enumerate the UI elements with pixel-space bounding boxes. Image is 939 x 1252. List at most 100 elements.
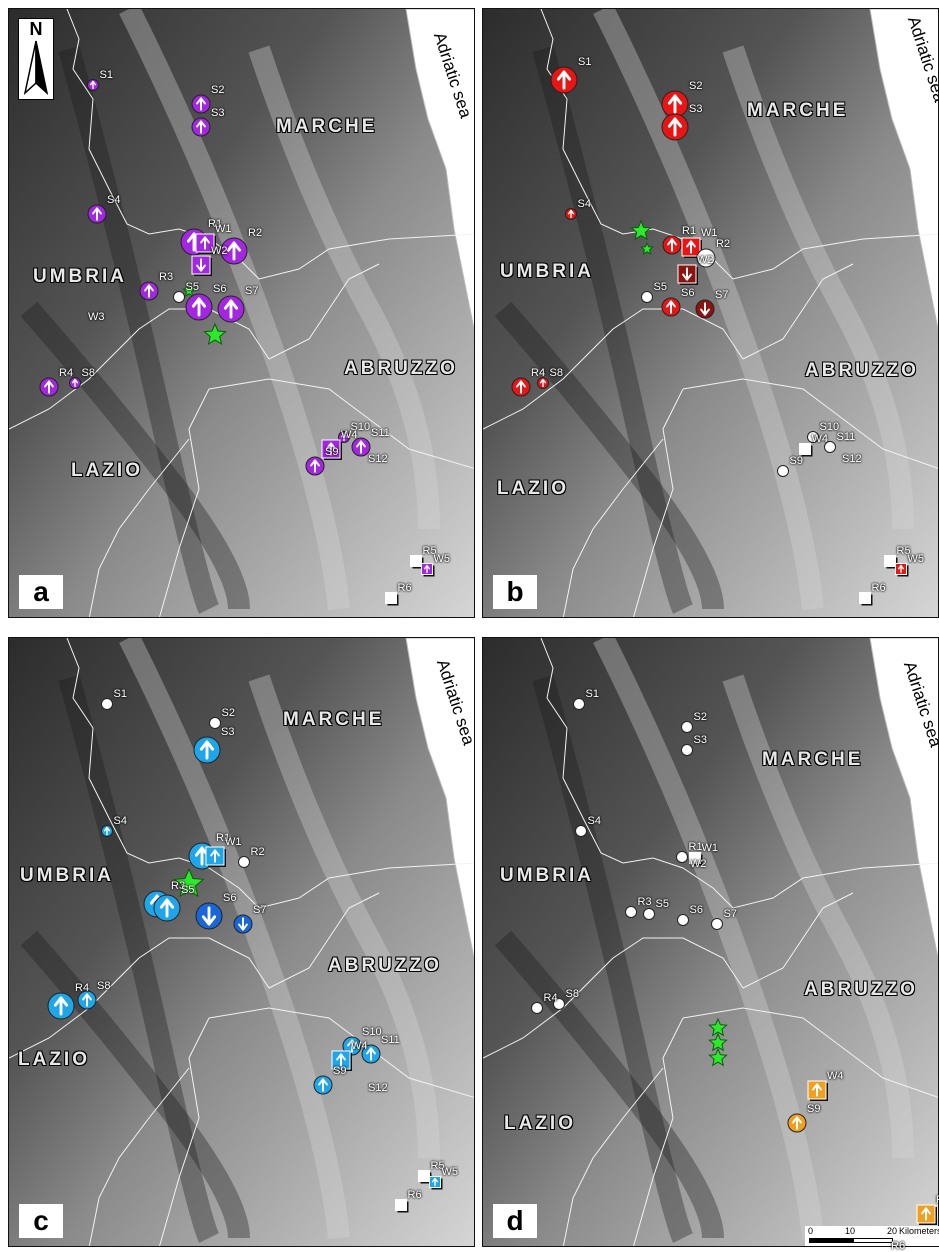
region-label-lazio: LAZIO xyxy=(18,1049,90,1070)
scale-unit: Kilometers xyxy=(899,1226,939,1236)
station-label-w1: W1 xyxy=(215,223,232,235)
station-s8-marker xyxy=(69,377,81,389)
station-w5-marker xyxy=(429,1176,443,1190)
station-label-r3: R3 xyxy=(637,895,652,908)
station-label-r1: R1 xyxy=(216,832,231,844)
panel-label-c: c xyxy=(19,1204,63,1238)
station-w2-marker xyxy=(191,255,212,276)
station-label-r1: R1 xyxy=(208,218,223,230)
station-w1-marker xyxy=(689,852,703,866)
north-label: N xyxy=(29,19,43,39)
region-label-umbria: UMBRIA xyxy=(20,865,114,886)
station-s10-marker xyxy=(807,431,819,443)
station-label-s2: S2 xyxy=(221,706,235,719)
station-label-w2: W2 xyxy=(690,857,707,870)
station-r5-marker xyxy=(410,555,424,569)
station-label-w1: W1 xyxy=(225,836,242,848)
region-label-umbria: UMBRIA xyxy=(500,865,594,886)
station-w4-marker xyxy=(331,1050,352,1071)
station-label-r6: R6 xyxy=(891,1240,906,1252)
station-s11-marker xyxy=(361,1044,381,1064)
station-label-s8: S8 xyxy=(549,366,563,379)
station-r2-marker xyxy=(696,248,716,268)
station-w2-marker xyxy=(677,264,698,285)
epicenter-star-icon xyxy=(640,241,654,255)
station-label-s7: S7 xyxy=(253,904,267,916)
station-label-s10: S10 xyxy=(819,420,840,433)
station-label-r3: R3 xyxy=(159,271,174,283)
station-s4-marker xyxy=(101,825,113,837)
station-s5-marker xyxy=(153,894,181,922)
station-label-s1: S1 xyxy=(578,56,592,68)
station-r1-marker xyxy=(662,235,682,255)
station-r6-marker xyxy=(859,592,873,606)
epicenter-star-icon xyxy=(708,1017,728,1037)
epicenter-star-icon xyxy=(203,322,227,345)
map-panel-b: b xyxy=(482,8,939,618)
station-s6-marker xyxy=(195,902,223,930)
station-r1-marker xyxy=(676,851,688,863)
region-label-marche: MARCHE xyxy=(747,100,849,121)
epicenter-star-icon xyxy=(708,1047,728,1067)
epicenter-star-icon xyxy=(182,283,196,297)
station-label-w2: W2 xyxy=(697,254,714,266)
station-s2-marker xyxy=(209,717,221,729)
station-r5-marker xyxy=(916,1204,937,1225)
station-w4-marker xyxy=(321,439,342,460)
station-label-s2: S2 xyxy=(693,710,707,723)
region-label-lazio: LAZIO xyxy=(497,478,569,499)
scale-bar: 0 10 20 Kilometers xyxy=(805,1226,939,1246)
markers-c xyxy=(47,698,443,1213)
station-label-s10: S10 xyxy=(350,420,371,433)
scale-20: 20 xyxy=(887,1226,898,1236)
region-label-marche: MARCHE xyxy=(276,116,378,137)
station-label-r5: R5 xyxy=(936,1194,939,1206)
station-r2-marker xyxy=(220,237,248,265)
terrain-a xyxy=(9,9,474,617)
station-label-s4: S4 xyxy=(577,197,591,210)
station-w1-marker xyxy=(205,846,226,867)
station-s9-marker xyxy=(777,465,789,477)
station-label-s3: S3 xyxy=(221,726,235,738)
north-arrow-icon: N xyxy=(18,18,54,100)
station-label-w4: W4 xyxy=(351,1040,368,1052)
station-label-w1: W1 xyxy=(701,227,718,239)
station-label-s10: S10 xyxy=(362,1026,382,1038)
station-label-r4: R4 xyxy=(75,982,90,994)
terrain-d xyxy=(483,638,938,1246)
station-label-w1: W1 xyxy=(701,841,719,854)
scale-10: 10 xyxy=(845,1226,856,1236)
station-label-s12: S12 xyxy=(368,452,388,465)
station-w5-marker xyxy=(421,563,435,577)
station-r3-marker xyxy=(625,906,637,918)
station-s3-marker xyxy=(681,744,693,756)
station-s11-marker xyxy=(351,437,371,457)
station-label-w5: W5 xyxy=(907,552,925,565)
panel-label-a: a xyxy=(19,575,63,609)
region-label-lazio: LAZIO xyxy=(71,460,143,481)
region-label-lazio: LAZIO xyxy=(504,1113,576,1134)
station-label-r2: R2 xyxy=(716,238,731,250)
station-s3-marker xyxy=(661,113,689,141)
station-label-s12: S12 xyxy=(368,1081,388,1094)
station-label-w4: W4 xyxy=(811,432,829,445)
station-s9-marker xyxy=(787,1113,807,1133)
station-label-w2: W2 xyxy=(211,245,228,257)
station-label-s1: S1 xyxy=(585,687,599,700)
station-s10-marker xyxy=(338,431,350,443)
station-s8-marker xyxy=(77,990,97,1010)
station-w1-marker xyxy=(681,237,702,258)
map-panel-d: d xyxy=(482,637,939,1247)
region-label-umbria: UMBRIA xyxy=(500,261,594,282)
station-label-r5: R5 xyxy=(896,544,911,557)
station-label-r4: R4 xyxy=(531,367,546,379)
station-label-s4: S4 xyxy=(107,194,121,206)
station-label-s6: S6 xyxy=(223,892,237,904)
station-label-s9: S9 xyxy=(789,454,803,467)
station-label-s6: S6 xyxy=(681,287,695,299)
station-label-s5: S5 xyxy=(181,884,195,896)
station-label-s3: S3 xyxy=(689,103,703,115)
station-label-s7: S7 xyxy=(715,289,729,301)
scale-0: 0 xyxy=(808,1226,814,1236)
station-label-r2: R2 xyxy=(248,227,263,239)
